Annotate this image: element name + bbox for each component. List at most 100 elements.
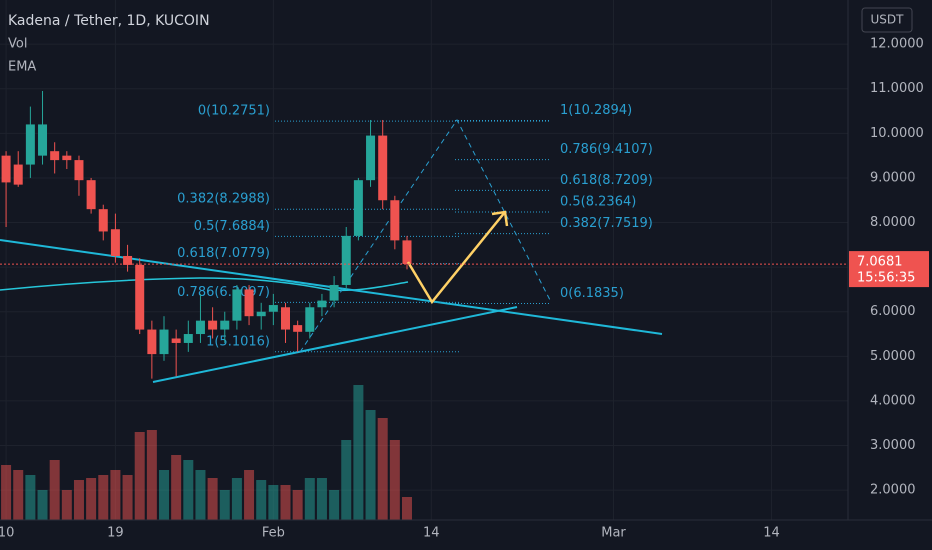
fib-label: 0(6.1835) — [560, 286, 624, 301]
candle-body — [329, 284, 339, 301]
x-tick-label: 19 — [107, 526, 124, 541]
volume-bar — [316, 478, 327, 520]
candle-body — [135, 264, 145, 330]
volume-bar — [256, 480, 267, 520]
candle-body — [159, 329, 169, 355]
candle-body — [171, 338, 181, 343]
candle-body — [123, 255, 133, 265]
candle-body — [1, 155, 11, 183]
fib-label: 0(10.2751) — [198, 104, 270, 119]
candle-body — [25, 124, 35, 165]
volume-bar — [37, 490, 48, 520]
fib-label: 1(10.2894) — [560, 103, 632, 118]
candle-body — [74, 160, 84, 181]
candle-body — [305, 307, 315, 332]
arrow-head — [491, 210, 509, 227]
volume-bar — [1, 465, 12, 520]
price-tag — [849, 251, 929, 288]
candle-body — [402, 240, 412, 265]
volume-bar — [268, 485, 279, 520]
volume-bar — [98, 475, 109, 520]
candle-body — [390, 200, 400, 241]
volume-bar — [280, 485, 291, 520]
candle-body — [98, 209, 108, 232]
indicator-label: Vol — [8, 37, 27, 52]
volume-bar — [183, 460, 194, 520]
ema-line — [0, 277, 409, 292]
y-tick-label: 4.0000 — [870, 393, 916, 408]
candle-body — [147, 329, 157, 355]
candle-body — [13, 164, 23, 185]
volume-bar — [389, 440, 400, 520]
y-tick-label: 2.0000 — [870, 483, 916, 498]
fib-label: 0.786(6.2097) — [177, 285, 270, 300]
volume-bar — [401, 497, 412, 520]
volume-bar — [159, 470, 170, 520]
axes: 2.00003.00004.00005.00006.00007.00008.00… — [0, 37, 924, 541]
x-tick-label: Mar — [601, 526, 626, 541]
candle-body — [232, 289, 242, 321]
candle-body — [341, 235, 351, 285]
candle-body — [366, 135, 376, 181]
volume — [1, 385, 412, 520]
chart-title: Kadena / Tether, 1D, KUCOIN — [8, 13, 210, 29]
candle-body — [244, 289, 254, 317]
volume-bar — [304, 478, 315, 520]
candle-body — [50, 151, 60, 161]
candle-body — [256, 311, 266, 317]
candle-body — [208, 320, 218, 330]
y-tick-label: 6.0000 — [870, 304, 916, 319]
x-tick-label: Feb — [262, 526, 285, 541]
y-tick-label: 11.0000 — [870, 81, 924, 96]
fib-label: 0.618(8.7209) — [560, 173, 653, 188]
volume-bar — [122, 475, 133, 520]
candle-body — [378, 135, 388, 201]
volume-bar — [219, 490, 230, 520]
fib-label: 0.786(9.4107) — [560, 142, 653, 157]
volume-bar — [146, 430, 157, 520]
y-tick-label: 5.0000 — [870, 349, 916, 364]
volume-bar — [207, 478, 218, 520]
candle-body — [293, 325, 303, 332]
y-tick-label: 12.0000 — [870, 37, 924, 52]
volume-bar — [195, 470, 206, 520]
x-tick-label: 14 — [763, 526, 780, 541]
fib-label: 0.382(7.7519) — [560, 216, 653, 231]
volume-bar — [25, 475, 36, 520]
candle-body — [317, 300, 327, 308]
volume-bar — [86, 478, 97, 520]
volume-bar — [244, 470, 255, 520]
volume-bar — [231, 478, 242, 520]
volume-bar — [292, 490, 303, 520]
grid — [0, 0, 848, 520]
volume-bar — [377, 418, 388, 520]
volume-bar — [110, 470, 121, 520]
y-tick-label: 10.0000 — [870, 126, 924, 141]
volume-bar — [365, 410, 376, 520]
fib-connector — [299, 119, 551, 353]
volume-bar — [353, 385, 364, 520]
candle-body — [38, 124, 48, 156]
currency-box[interactable] — [861, 7, 913, 33]
candles — [1, 90, 412, 379]
x-tick-label: 14 — [423, 526, 440, 541]
volume-bar — [61, 490, 72, 520]
volume-bar — [171, 455, 182, 520]
fib-label: 0.618(7.0779) — [177, 246, 270, 261]
candle-body — [281, 307, 291, 330]
volume-bar — [341, 440, 352, 520]
indicator-label: EMA — [8, 60, 36, 75]
last-price: 7.0681 — [857, 255, 903, 270]
y-tick-label: 3.0000 — [870, 438, 916, 453]
y-tick-label: 8.0000 — [870, 215, 916, 230]
countdown: 15:56:35 — [857, 271, 915, 286]
volume-bar — [13, 470, 24, 520]
fib-label: 0.382(8.2988) — [177, 192, 270, 207]
candle-body — [195, 320, 205, 335]
fib-label: 1(5.1016) — [206, 334, 270, 349]
currency[interactable]: USDT — [871, 13, 905, 27]
x-tick-label: 10 — [0, 526, 14, 541]
volume-bar — [329, 490, 340, 520]
